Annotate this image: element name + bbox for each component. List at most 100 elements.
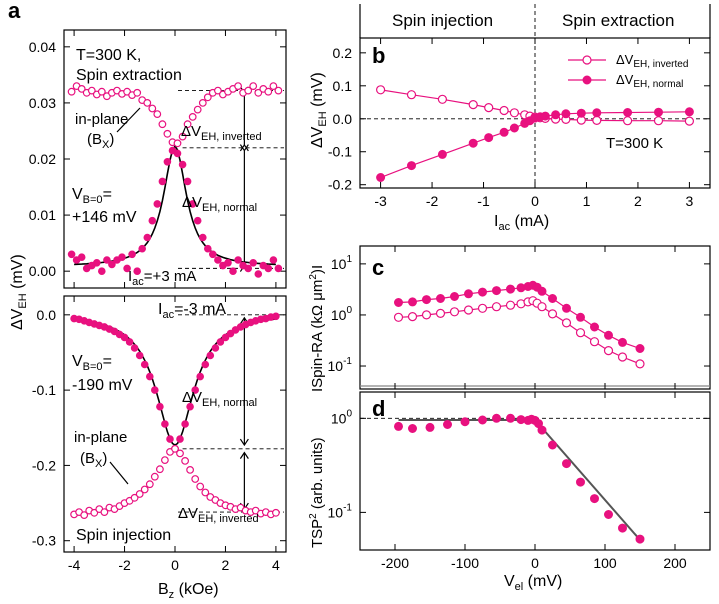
x-tick-label: -2: [426, 193, 439, 209]
data-point: [408, 424, 417, 433]
data-point: [604, 330, 613, 340]
data-point: [216, 338, 225, 346]
data-point: [158, 177, 167, 186]
data-point: [138, 244, 146, 253]
inplane-label-top: in-plane: [75, 111, 128, 128]
data-point: [618, 337, 627, 347]
data-point: [98, 267, 106, 276]
y-tick-label: 10-1: [328, 356, 353, 374]
data-point: [435, 308, 446, 318]
panel-a-top-ticks: 0.00 0.01 0.02 0.03 0.04: [29, 30, 286, 288]
data-point: [188, 200, 197, 208]
data-point: [499, 127, 509, 137]
b-x-axis-label: Iac (mA): [494, 213, 549, 233]
a-x-axis-label: Bz (kOe): [158, 581, 219, 601]
data-point: [166, 435, 174, 443]
data-point: [186, 466, 195, 474]
y-tick-label: 0.02: [29, 151, 56, 167]
data-point: [509, 123, 519, 133]
data-point: [80, 511, 89, 519]
panel-label-d: d: [372, 396, 385, 421]
arrow-head: [239, 143, 249, 152]
spin-injection-header: Spin injection: [392, 11, 493, 30]
data-point: [603, 346, 614, 356]
data-point: [130, 344, 139, 352]
panel-a-top-points: [67, 82, 283, 278]
data-point: [537, 302, 547, 312]
data-point: [505, 300, 516, 310]
fit-line: [398, 419, 641, 541]
arrow-head: [239, 438, 249, 447]
data-point: [160, 456, 169, 465]
data-point: [468, 138, 478, 148]
data-point: [191, 386, 199, 394]
data-point: [93, 259, 101, 267]
panel-a-bottom-points: [70, 312, 280, 519]
data-point: [376, 173, 386, 182]
data-point: [499, 105, 509, 116]
data-point: [576, 477, 585, 487]
data-point: [590, 322, 599, 332]
data-point: [449, 307, 460, 317]
inplane-label-bottom: in-plane: [74, 429, 127, 446]
data-point: [100, 508, 109, 516]
legend-label-normal: ΔVEH, normal: [616, 72, 683, 90]
y-tick-label: 100: [331, 305, 353, 323]
data-point: [547, 309, 558, 319]
data-point: [186, 402, 194, 411]
d-y-axis-label: TSP2 (arb. units): [308, 437, 326, 548]
c-y-axis-label: ISpin-RA (kΩ μm2)I: [308, 265, 326, 392]
data-point: [77, 84, 86, 93]
data-point: [443, 420, 452, 429]
data-point: [103, 256, 111, 264]
data-point: [204, 244, 212, 253]
data-point: [635, 359, 645, 369]
data-point: [143, 233, 152, 242]
panel-b-ticks: -3 -2 -1 0 1 2 3 -0.2 -0.1 0.0 0.1 0.2: [328, 38, 710, 209]
data-point: [477, 303, 488, 313]
data-point: [618, 523, 627, 533]
data-point: [125, 338, 134, 346]
data-point: [509, 108, 520, 118]
dv-inverted-label-bottom: ΔVEH, inverted: [178, 505, 259, 525]
data-point: [478, 287, 487, 297]
y-tick-label: 0.03: [29, 95, 56, 111]
x-tick-label: -3: [374, 193, 387, 209]
data-point: [183, 177, 192, 186]
x-tick-label: 4: [272, 557, 280, 573]
y-tick-label: -0.1: [32, 382, 56, 398]
spin-extraction-header: Spin extraction: [562, 11, 674, 30]
data-point: [146, 372, 154, 381]
data-point: [77, 253, 86, 262]
data-point: [128, 250, 136, 259]
y-tick-label: 0.04: [29, 39, 56, 55]
data-point: [181, 420, 189, 428]
data-point: [561, 109, 571, 119]
data-point: [264, 264, 273, 273]
data-point: [221, 333, 230, 342]
data-point: [269, 256, 278, 264]
data-point: [394, 298, 403, 307]
data-point: [622, 116, 633, 126]
arrow-head: [239, 144, 249, 152]
data-point: [163, 158, 172, 166]
panel-a-bottom-guides: [74, 314, 284, 513]
data-point: [67, 87, 76, 96]
data-point: [193, 105, 202, 114]
panel-a-bottom-ticks: -4 -2 0 2 4 0.0 -0.1 -0.2 -0.3: [32, 296, 286, 573]
data-point: [540, 111, 550, 121]
y-tick-label: 0.0: [333, 111, 353, 127]
data-point: [193, 216, 202, 225]
data-point: [203, 93, 212, 102]
x-tick-label: 3: [686, 193, 694, 209]
data-point: [133, 267, 141, 276]
data-point: [183, 120, 192, 129]
data-point: [274, 264, 283, 273]
dv-normal-label-top: ΔVEH, normal: [182, 194, 257, 214]
data-point: [478, 415, 487, 425]
vb-value-top: +146 mV: [72, 209, 137, 226]
data-point: [140, 360, 149, 369]
panel-c: 10-1 100 101 ISpin-RA (kΩ μm2)I: [308, 245, 711, 392]
data-point: [145, 480, 154, 489]
data-point: [211, 344, 220, 352]
